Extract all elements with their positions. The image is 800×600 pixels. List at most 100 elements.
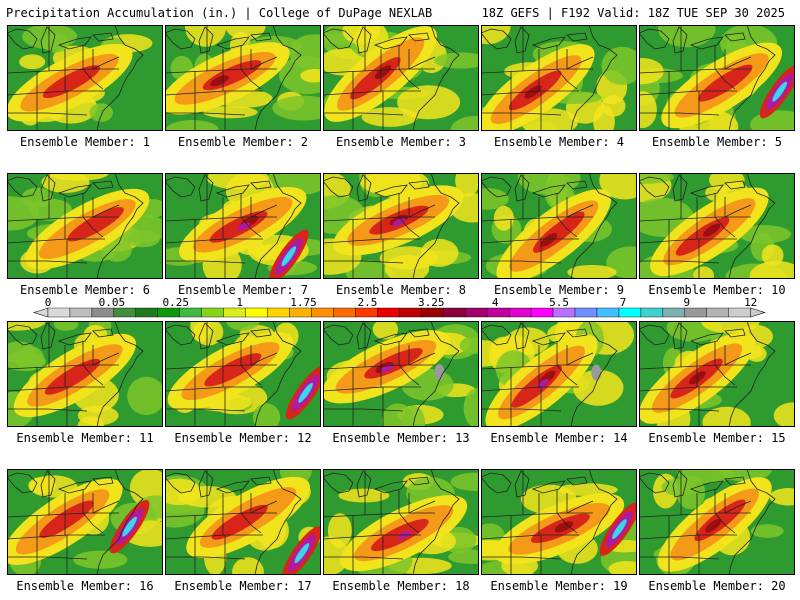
precip-map (323, 25, 479, 131)
colorbar-swatch (69, 307, 93, 318)
colorbar-swatch (596, 307, 620, 318)
precip-map (639, 469, 795, 575)
precip-map (323, 173, 479, 279)
colorbar-swatch (421, 307, 444, 318)
ensemble-panel: Ensemble Member: 6 (7, 173, 163, 299)
colorbar-swatch (91, 307, 115, 318)
colorbar-tick-label: 5.5 (549, 296, 570, 309)
ensemble-panel: Ensemble Member: 15 (639, 321, 795, 447)
member-label: Ensemble Member: 13 (332, 431, 470, 445)
chart-title: Precipitation Accumulation (in.) | Colle… (6, 6, 433, 20)
colorbar-tick-label: 1.75 (290, 296, 317, 309)
member-label: Ensemble Member: 20 (648, 579, 786, 593)
colorbar-swatch (113, 307, 137, 318)
colorbar-swatch (355, 307, 378, 318)
colorbar-swatch (618, 307, 642, 318)
precip-map (481, 173, 637, 279)
colorbar-swatch (443, 307, 466, 318)
ensemble-panel: Ensemble Member: 4 (481, 25, 637, 151)
colorbar-swatch (377, 307, 400, 318)
precip-map (7, 469, 163, 575)
colorbar-swatch (487, 307, 510, 318)
ensemble-panel: Ensemble Member: 8 (323, 173, 479, 299)
ensemble-panel: Ensemble Member: 18 (323, 469, 479, 595)
precip-map (165, 25, 321, 131)
precip-map (323, 321, 479, 427)
colorbar-swatch (223, 307, 246, 318)
member-label: Ensemble Member: 5 (651, 135, 783, 149)
colorbar-swatch (399, 307, 422, 318)
member-label: Ensemble Member: 12 (174, 431, 312, 445)
precip-map (481, 321, 637, 427)
member-label: Ensemble Member: 2 (177, 135, 309, 149)
colorbar-swatch (333, 307, 356, 318)
colorbar-swatch (530, 307, 554, 318)
ensemble-panel: Ensemble Member: 16 (7, 469, 163, 595)
colorbar-tick-label: 12 (744, 296, 758, 309)
member-label: Ensemble Member: 14 (490, 431, 628, 445)
member-label: Ensemble Member: 15 (648, 431, 786, 445)
colorbar-swatches (33, 307, 766, 318)
precip-map (165, 469, 321, 575)
precip-map (165, 321, 321, 427)
member-label: Ensemble Member: 16 (16, 579, 154, 593)
colorbar-swatch (135, 307, 158, 318)
member-label: Ensemble Member: 8 (335, 283, 467, 297)
colorbar-swatch (267, 307, 290, 318)
colorbar-tick-label: 0.05 (98, 296, 126, 309)
precip-map (7, 173, 163, 279)
ensemble-panel: Ensemble Member: 13 (323, 321, 479, 447)
precip-map (7, 321, 163, 427)
precip-map (165, 173, 321, 279)
precip-map (323, 469, 479, 575)
precip-map (639, 25, 795, 131)
member-label: Ensemble Member: 9 (493, 283, 625, 297)
member-label: Ensemble Member: 6 (19, 283, 151, 297)
ensemble-panel: Ensemble Member: 5 (639, 25, 795, 151)
colorbar-swatch (465, 307, 488, 318)
colorbar-tick-label: 1 (236, 296, 243, 309)
colorbar-tick-label: 2.5 (357, 296, 378, 309)
ensemble-panel: Ensemble Member: 11 (7, 321, 163, 447)
colorbar-tick-label: 4 (491, 296, 499, 309)
member-label: Ensemble Member: 10 (648, 283, 786, 297)
colorbar-swatch (245, 307, 268, 318)
member-label: Ensemble Member: 1 (19, 135, 151, 149)
colorbar-swatch (706, 307, 729, 318)
ensemble-panel: Ensemble Member: 9 (481, 173, 637, 299)
colorbar-swatch (201, 307, 224, 318)
ensemble-panel: Ensemble Member: 12 (165, 321, 321, 447)
member-label: Ensemble Member: 4 (493, 135, 625, 149)
precip-map (639, 321, 795, 427)
colorbar-left-arrow (33, 307, 49, 318)
colorbar-tick-label: 3.25 (418, 296, 445, 309)
precip-map (7, 25, 163, 131)
ensemble-panel: Ensemble Member: 10 (639, 173, 795, 299)
colorbar-swatch (552, 307, 576, 318)
ensemble-panel: Ensemble Member: 2 (165, 25, 321, 151)
colorbar-swatch (508, 307, 532, 318)
colorbar-swatch (574, 307, 598, 318)
colorbar-swatch (640, 307, 664, 318)
colorbar-tick-label: 9 (683, 296, 691, 309)
colorbar-swatch (157, 307, 180, 318)
member-label: Ensemble Member: 3 (335, 135, 467, 149)
ensemble-panel: Ensemble Member: 14 (481, 321, 637, 447)
precip-map (481, 469, 637, 575)
colorbar-swatch (728, 307, 751, 318)
precip-map (481, 25, 637, 131)
ensemble-panel: Ensemble Member: 1 (7, 25, 163, 151)
colorbar-swatch (311, 307, 334, 318)
colorbar-swatch (289, 307, 312, 318)
colorbar-legend: 0 0.05 0.25 1 1.75 2.5 3.25 4 5.5 7 9 12 (12, 296, 788, 318)
ensemble-panel: Ensemble Member: 19 (481, 469, 637, 595)
colorbar-swatch (47, 307, 71, 318)
member-label: Ensemble Member: 11 (16, 431, 154, 445)
member-label: Ensemble Member: 7 (177, 283, 309, 297)
colorbar-swatch (684, 307, 708, 318)
colorbar-tick-label: 0 (44, 296, 52, 309)
colorbar-tick-label: 7 (619, 296, 627, 309)
colorbar-tick-label: 0.25 (162, 296, 190, 309)
ensemble-panel: Ensemble Member: 7 (165, 173, 321, 299)
ensemble-panel: Ensemble Member: 20 (639, 469, 795, 595)
